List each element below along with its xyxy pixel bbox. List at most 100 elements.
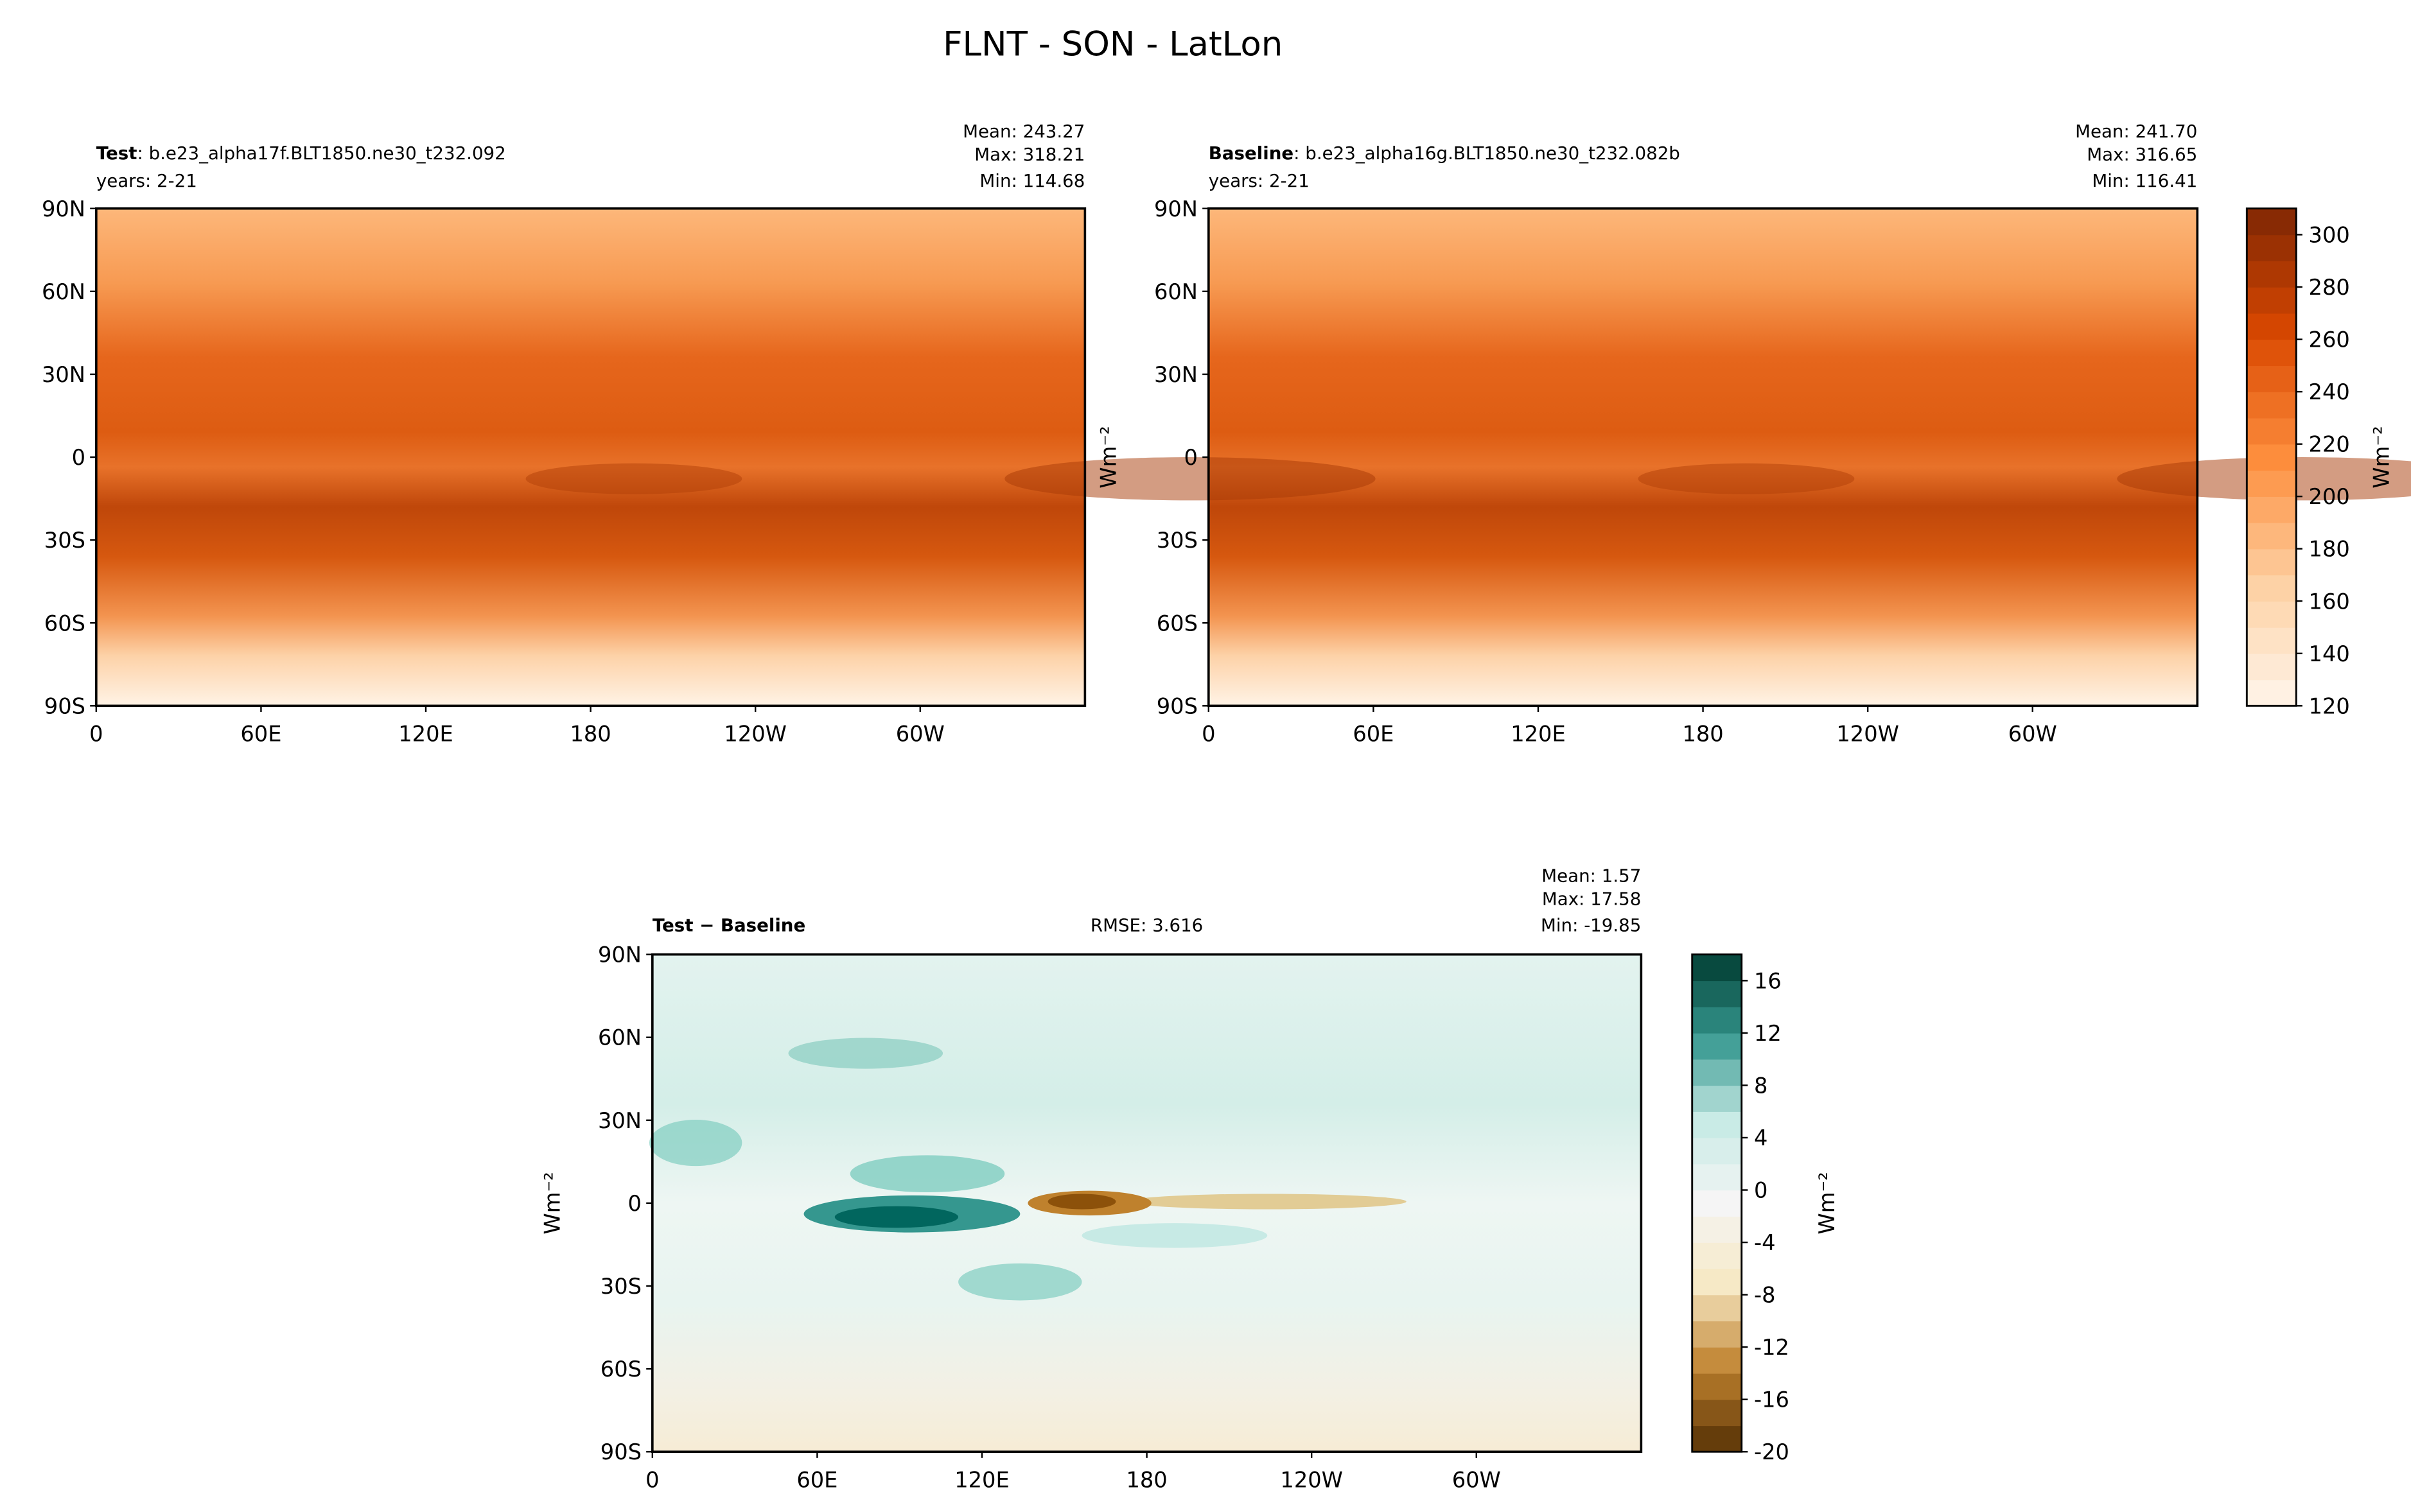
panel-title-bold: Baseline <box>1209 143 1293 164</box>
stat: Min: 116.41 <box>2092 170 2197 191</box>
colorbar-band <box>2247 392 2297 419</box>
y-tick-label: 30S <box>44 528 85 553</box>
y-tick-label: 90S <box>601 1439 642 1464</box>
stat: Min: 114.68 <box>979 170 1085 191</box>
colorbar-band <box>2247 234 2297 262</box>
colorbar-band <box>2247 679 2297 707</box>
y-tick-label: 90N <box>42 196 85 222</box>
y-tick-label: 60S <box>601 1357 642 1382</box>
colorbar-tick-label: 180 <box>2309 537 2350 562</box>
colorbar-band <box>1692 1085 1742 1112</box>
x-tick-label: 0 <box>645 1468 659 1493</box>
colorbar-band <box>2247 496 2297 523</box>
colorbar-tick-label: -4 <box>1754 1230 1776 1255</box>
x-tick-label: 180 <box>1682 722 1723 747</box>
map-field <box>96 208 1085 706</box>
colorbar-tick-label: 160 <box>2309 589 2350 614</box>
x-tick-label: 120W <box>1836 722 1899 747</box>
x-tick-label: 60E <box>240 722 281 747</box>
stat: Mean: 243.27 <box>963 121 1085 142</box>
colorbar-tick-label: 12 <box>1754 1021 1782 1046</box>
colorbar-band <box>2247 339 2297 367</box>
panel-title: Test − Baseline <box>653 915 805 936</box>
y-tick-label: 30S <box>1157 528 1198 553</box>
x-tick-label: 60W <box>2008 722 2057 747</box>
stat: Max: 17.58 <box>1542 889 1641 910</box>
x-tick-label: 0 <box>1202 722 1215 747</box>
y-tick-label: 90N <box>1154 196 1198 222</box>
y-tick-label: 60N <box>598 1025 642 1050</box>
y-tick-label: 30N <box>1154 362 1198 387</box>
colorbar-band <box>2247 627 2297 654</box>
stat: Min: -19.85 <box>1541 915 1641 936</box>
colorbar-band <box>1692 954 1742 982</box>
panel-title-bold: Test <box>96 143 137 164</box>
x-tick-label: 120E <box>954 1468 1010 1493</box>
panel-title-text: : b.e23_alpha17f.BLT1850.ne30_t232.092 <box>137 143 505 164</box>
colorbar-band <box>1692 1163 1742 1191</box>
colorbar-band <box>2247 208 2297 236</box>
colorbar-tick-label: 8 <box>1754 1073 1767 1098</box>
x-tick-label: 60E <box>1353 722 1394 747</box>
colorbar-tick-label: 120 <box>2309 693 2350 718</box>
stat: Max: 316.65 <box>2087 144 2197 165</box>
x-tick-label: 60W <box>1452 1468 1501 1493</box>
colorbar-band <box>1692 1268 1742 1296</box>
colorbar-tick-label: 0 <box>1754 1178 1767 1203</box>
colorbar-band <box>2247 417 2297 445</box>
panel-subtitle: years: 2-21 <box>96 170 197 191</box>
colorbar-tick-label: 280 <box>2309 275 2350 300</box>
colorbar-band <box>1692 1137 1742 1165</box>
colorbar-frame <box>2245 207 2297 707</box>
colorbar-band <box>2247 365 2297 392</box>
colorbar-band <box>2247 601 2297 628</box>
colorbar-tick-label: -16 <box>1754 1387 1789 1412</box>
y-tick-label: 90S <box>1157 693 1198 718</box>
y-axis-label: Wm⁻² <box>539 1172 565 1234</box>
y-tick-label: 60N <box>42 279 85 304</box>
x-tick-label: 120W <box>724 722 787 747</box>
x-tick-label: 120W <box>1280 1468 1343 1493</box>
colorbar-tick-label: 200 <box>2309 484 2350 509</box>
colorbar-band <box>1692 1059 1742 1086</box>
x-tick-label: 60W <box>896 722 945 747</box>
colorbar-band <box>2247 653 2297 681</box>
y-tick-label: 30S <box>601 1274 642 1299</box>
colorbar-tick-label: 4 <box>1754 1125 1767 1151</box>
colorbar-band <box>2247 261 2297 288</box>
colorbar-band <box>1692 1373 1742 1400</box>
colorbar-label: Wm⁻² <box>1814 1172 1839 1234</box>
colorbar-band <box>1692 1007 1742 1034</box>
colorbar-tick-label: -20 <box>1754 1439 1789 1464</box>
rmse: RMSE: 3.616 <box>1091 915 1203 936</box>
colorbar-band <box>2247 522 2297 550</box>
colorbar-tick-label: -12 <box>1754 1335 1789 1360</box>
colorbar-band <box>1692 1216 1742 1243</box>
colorbar-band <box>2247 470 2297 497</box>
colorbar-tick-label: 140 <box>2309 641 2350 666</box>
map-field <box>1208 208 2198 706</box>
colorbar-band <box>2247 548 2297 576</box>
panel-title-bold: Test − Baseline <box>653 915 805 936</box>
y-tick-label: 60S <box>44 611 85 636</box>
x-tick-label: 0 <box>89 722 103 747</box>
y-tick-label: 0 <box>1184 445 1198 470</box>
stat: Mean: 241.70 <box>2075 121 2197 142</box>
colorbar-label: Wm⁻² <box>2369 426 2394 488</box>
x-tick-label: 180 <box>570 722 611 747</box>
colorbar-band <box>2247 313 2297 340</box>
y-tick-label: 0 <box>72 445 85 470</box>
panel-title: Test: b.e23_alpha17f.BLT1850.ne30_t232.0… <box>96 143 506 164</box>
colorbar-band <box>2247 287 2297 314</box>
colorbar-band <box>1692 1399 1742 1427</box>
colorbar-tick-label: 220 <box>2309 432 2350 457</box>
y-tick-label: 60S <box>1157 611 1198 636</box>
colorbar-tick-label: 240 <box>2309 379 2350 404</box>
colorbar-band <box>1692 1242 1742 1269</box>
x-tick-label: 120E <box>1511 722 1566 747</box>
panel-title: Baseline: b.e23_alpha16g.BLT1850.ne30_t2… <box>1209 143 1680 164</box>
panel-title-text: : b.e23_alpha16g.BLT1850.ne30_t232.082b <box>1293 143 1680 164</box>
x-tick-label: 60E <box>796 1468 837 1493</box>
